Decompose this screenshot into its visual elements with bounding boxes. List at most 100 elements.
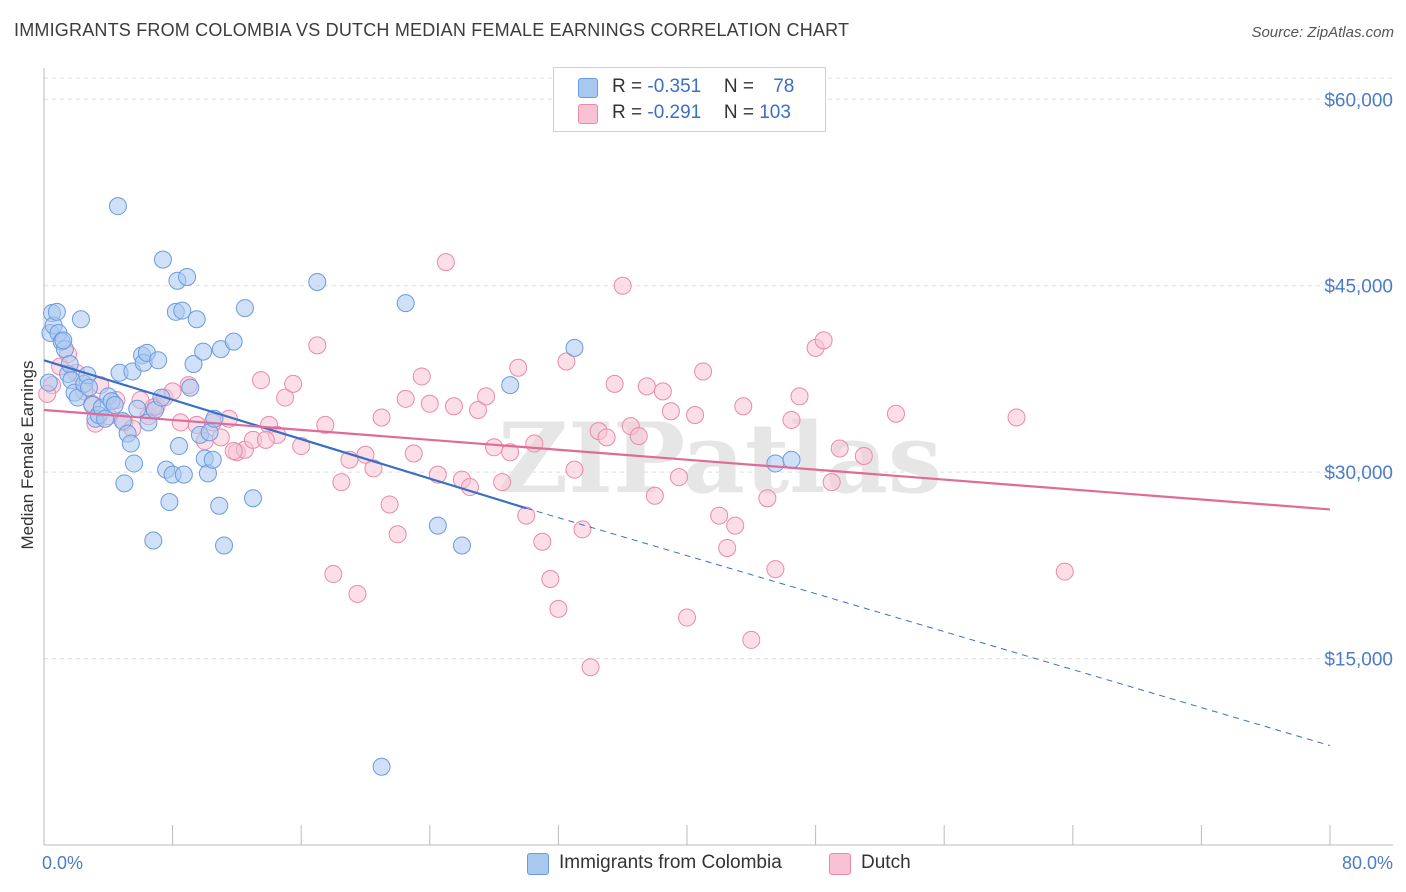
data-point xyxy=(215,536,234,555)
trend-lines xyxy=(43,359,1331,747)
data-point xyxy=(324,565,343,584)
axes xyxy=(43,68,1393,846)
x-tick-label: 80.0% xyxy=(1342,853,1393,873)
data-point xyxy=(121,434,140,453)
data-point xyxy=(814,331,833,350)
data-point xyxy=(742,630,761,649)
data-point xyxy=(485,438,504,457)
data-point xyxy=(71,310,90,329)
data-point xyxy=(348,584,367,603)
data-point xyxy=(605,374,624,393)
data-point xyxy=(152,388,171,407)
data-point xyxy=(597,428,616,447)
data-point xyxy=(210,496,229,515)
data-point xyxy=(637,377,656,396)
data-point xyxy=(396,294,415,313)
watermark: ZIPatlas xyxy=(498,402,942,515)
data-point xyxy=(782,410,801,429)
data-point xyxy=(509,358,528,377)
data-point xyxy=(557,352,576,371)
data-point xyxy=(194,342,213,361)
data-point xyxy=(308,272,327,291)
data-point xyxy=(477,387,496,406)
legend-r-label: R = xyxy=(612,102,648,123)
data-point xyxy=(710,506,729,525)
data-point xyxy=(372,408,391,427)
data-point xyxy=(1007,408,1026,427)
data-point xyxy=(181,378,200,397)
bottom-legend-label-colombia: Immigrants from Colombia xyxy=(559,852,782,873)
data-point xyxy=(170,437,189,456)
data-point xyxy=(549,599,568,618)
data-point xyxy=(128,399,147,418)
stats-legend: R = -0.351 N = 78 R = -0.291 N = 103 xyxy=(553,67,826,132)
legend-swatch-dutch xyxy=(578,104,598,124)
grid-lines xyxy=(44,77,1393,660)
data-point xyxy=(316,415,335,434)
legend-r-value: -0.351 xyxy=(647,76,702,97)
data-point xyxy=(686,405,705,424)
data-point xyxy=(726,516,745,535)
data-point xyxy=(533,532,552,551)
data-point xyxy=(581,658,600,677)
y-tick-label: $45,000 xyxy=(1324,277,1393,298)
data-point xyxy=(766,560,785,579)
data-point xyxy=(444,397,463,416)
bottom-legend-label-dutch: Dutch xyxy=(861,852,911,873)
data-point xyxy=(645,486,664,505)
data-point xyxy=(80,378,99,397)
data-point xyxy=(372,757,391,776)
data-point xyxy=(758,489,777,508)
data-point xyxy=(115,474,134,493)
data-point xyxy=(629,427,648,446)
data-point xyxy=(125,454,144,473)
data-point xyxy=(173,301,192,320)
data-point xyxy=(613,276,632,295)
data-point xyxy=(822,473,841,492)
data-point xyxy=(1055,562,1074,581)
data-point xyxy=(380,495,399,514)
data-point xyxy=(501,443,520,462)
data-point xyxy=(224,442,243,461)
x-tick-label: 0.0% xyxy=(42,853,83,873)
data-point xyxy=(39,373,58,392)
data-point xyxy=(108,197,127,216)
data-point xyxy=(565,338,584,357)
data-point xyxy=(734,397,753,416)
data-point xyxy=(292,437,311,456)
data-point xyxy=(252,371,271,390)
data-point xyxy=(501,376,520,395)
data-point xyxy=(653,382,672,401)
data-point xyxy=(364,459,383,478)
legend-n-label: N = xyxy=(723,102,760,123)
data-point xyxy=(149,351,168,370)
data-point xyxy=(573,520,592,539)
data-point xyxy=(171,413,190,432)
data-point xyxy=(184,355,203,374)
colombia-points xyxy=(39,197,801,776)
data-point xyxy=(174,465,193,484)
legend-r-label: R = xyxy=(612,76,648,97)
data-point xyxy=(105,396,124,415)
data-point xyxy=(308,336,327,355)
data-point xyxy=(525,434,544,453)
source-credit: Source: ZipAtlas.com xyxy=(1251,24,1394,41)
chart-title: IMMIGRANTS FROM COLOMBIA VS DUTCH MEDIAN… xyxy=(14,20,850,40)
data-point xyxy=(830,439,849,458)
bottom-legend-swatch-colombia xyxy=(527,853,549,875)
data-point xyxy=(404,444,423,463)
data-point xyxy=(886,404,905,423)
data-point xyxy=(187,310,206,329)
data-point xyxy=(178,268,197,287)
data-point xyxy=(854,446,873,465)
legend-swatch-colombia xyxy=(578,78,598,98)
data-point xyxy=(412,367,431,386)
y-tick-label: $30,000 xyxy=(1324,463,1393,484)
data-point xyxy=(669,468,688,487)
trend-line-colombia xyxy=(43,359,527,510)
data-point xyxy=(790,387,809,406)
data-point xyxy=(356,445,375,464)
legend-n-label: N = xyxy=(723,76,760,97)
data-point xyxy=(54,331,73,350)
data-point xyxy=(276,388,295,407)
